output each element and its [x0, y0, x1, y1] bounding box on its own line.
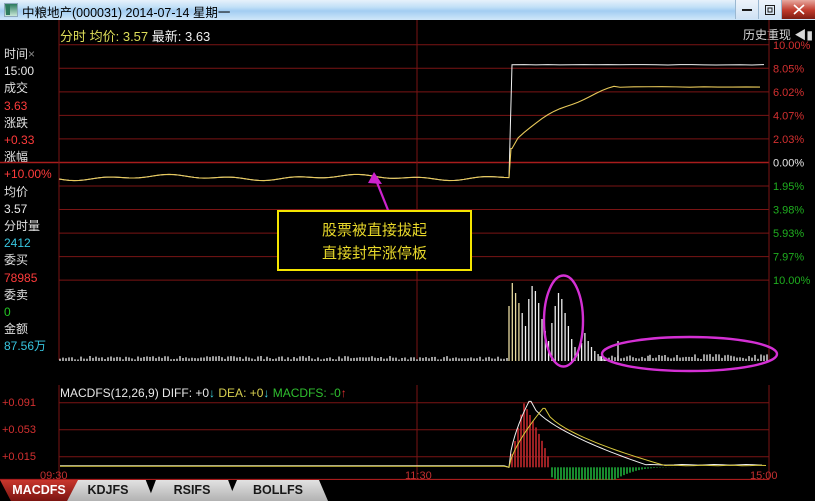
svg-text:直接封牢涨停板: 直接封牢涨停板 [322, 244, 427, 262]
svg-text:+0.015: +0.015 [2, 451, 36, 463]
svg-text:7.97%: 7.97% [773, 252, 804, 264]
svg-text:1.95%: 1.95% [773, 181, 804, 193]
svg-text:4.07%: 4.07% [773, 110, 804, 122]
svg-text:15:00: 15:00 [750, 470, 778, 480]
svg-text:2.03%: 2.03% [773, 134, 804, 146]
svg-text:+0.091: +0.091 [2, 397, 36, 409]
svg-text:+0.053: +0.053 [2, 424, 36, 436]
svg-text:6.02%: 6.02% [773, 87, 804, 99]
svg-text:10.00%: 10.00% [773, 40, 811, 52]
svg-text:11:30: 11:30 [405, 470, 432, 480]
svg-text:09:30: 09:30 [40, 470, 68, 480]
svg-text:10.00%: 10.00% [773, 275, 811, 287]
svg-text:5.93%: 5.93% [773, 228, 804, 240]
svg-text:股票被直接拔起: 股票被直接拔起 [322, 222, 427, 239]
svg-text:3.98%: 3.98% [773, 205, 804, 217]
svg-text:8.05%: 8.05% [773, 63, 804, 75]
svg-text:0.00%: 0.00% [773, 158, 804, 170]
